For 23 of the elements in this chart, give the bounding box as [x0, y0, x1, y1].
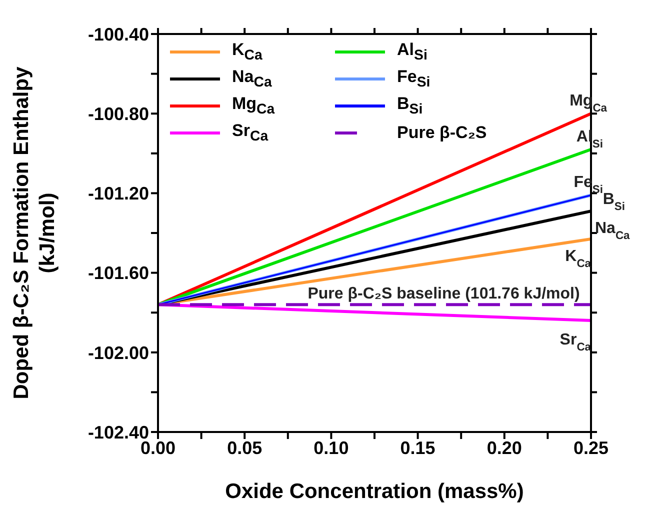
y-tick-label: -101.60 — [88, 263, 149, 284]
y-tick-label: -100.40 — [88, 24, 149, 44]
legend-label: Na$_{Ca}$ — [232, 66, 272, 90]
text: B$_{Si}$ — [602, 191, 625, 214]
y-tick-label: -100.80 — [88, 104, 149, 124]
legend-label: Al$_{Si}$ — [397, 40, 428, 64]
legend-label: Sr$_{Ca}$ — [232, 120, 268, 144]
legend-label: Mg$_{Ca}$ — [232, 94, 275, 118]
y-tick-label: -101.20 — [88, 184, 149, 204]
x-tick-label: 0.10 — [314, 438, 349, 458]
legend-label: Pure β-C₂S — [397, 122, 487, 142]
annotation: Pure β-C₂S baseline (101.76 kJ/mol) — [308, 286, 580, 303]
text: Na$_{Ca}$ — [595, 220, 631, 242]
legend-label: Fe$_{Si}$ — [397, 66, 430, 90]
legend-label: K$_{Ca}$ — [232, 40, 262, 64]
legend-label: B$_{Si}$ — [397, 94, 423, 118]
x-tick-label: 0.20 — [486, 438, 522, 458]
x-axis-title: Oxide Concentration (mass%) — [225, 480, 524, 503]
x-tick-label: 0.05 — [227, 438, 262, 458]
x-tick-label: 0.15 — [400, 438, 436, 458]
y-axis-title: Doped β-C₂S Formation Enthalpy (kJ/mol) — [10, 66, 59, 400]
x-tick-label: 0.25 — [573, 438, 609, 458]
y-tick-label: -102.00 — [88, 342, 149, 363]
